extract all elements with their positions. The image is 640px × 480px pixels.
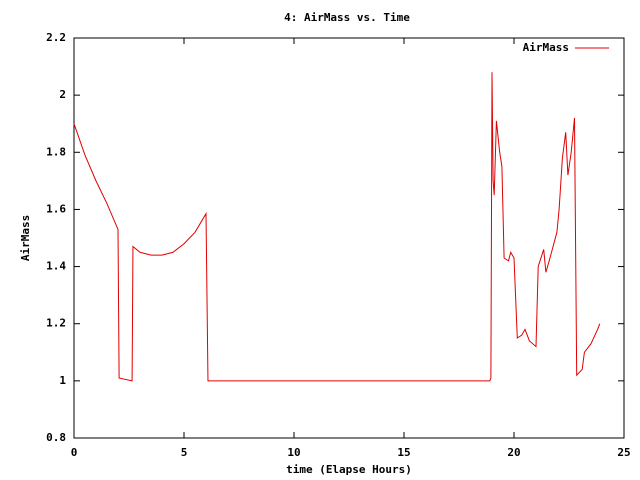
legend-label: AirMass bbox=[523, 41, 569, 54]
x-tick-label: 15 bbox=[397, 446, 410, 459]
y-tick-label: 1.8 bbox=[46, 145, 66, 158]
x-tick-label: 0 bbox=[71, 446, 78, 459]
x-tick-label: 5 bbox=[181, 446, 188, 459]
x-tick-label: 10 bbox=[287, 446, 300, 459]
y-tick-label: 0.8 bbox=[46, 431, 66, 444]
y-tick-label: 1.4 bbox=[46, 260, 66, 273]
chart-title: 4: AirMass vs. Time bbox=[284, 11, 410, 24]
y-tick-label: 1 bbox=[59, 374, 66, 387]
y-axis-label: AirMass bbox=[19, 215, 32, 261]
y-tick-label: 1.2 bbox=[46, 317, 66, 330]
x-axis-label: time (Elapse Hours) bbox=[286, 463, 412, 476]
y-tick-label: 2.2 bbox=[46, 31, 66, 44]
data-line bbox=[73, 72, 601, 382]
plot-border bbox=[73, 37, 625, 439]
y-tick-label: 2 bbox=[59, 88, 66, 101]
y-tick-label: 1.6 bbox=[46, 202, 66, 215]
x-tick-label: 20 bbox=[507, 446, 520, 459]
x-tick-label: 25 bbox=[617, 446, 630, 459]
